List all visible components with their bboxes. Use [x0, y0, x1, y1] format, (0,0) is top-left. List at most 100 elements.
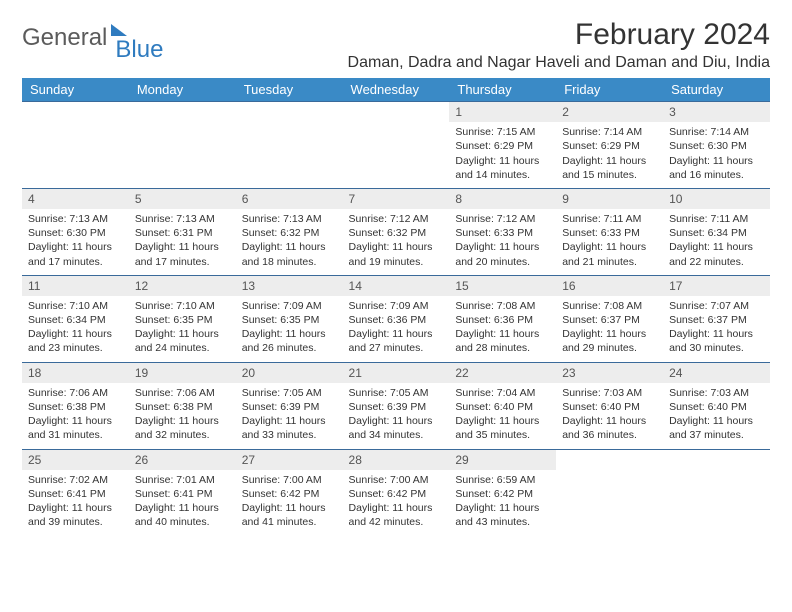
day-number: 8	[449, 189, 556, 209]
daylight-text: and 23 minutes.	[28, 341, 123, 355]
day-cell: 20Sunrise: 7:05 AMSunset: 6:39 PMDayligh…	[236, 362, 343, 449]
daylight-text: Daylight: 11 hours	[349, 240, 444, 254]
daylight-text: and 29 minutes.	[562, 341, 657, 355]
sunset-text: Sunset: 6:32 PM	[242, 226, 337, 240]
col-tuesday: Tuesday	[236, 78, 343, 102]
day-number: 13	[236, 276, 343, 296]
day-number: 21	[343, 363, 450, 383]
day-number: 17	[663, 276, 770, 296]
sunset-text: Sunset: 6:40 PM	[669, 400, 764, 414]
day-cell: 26Sunrise: 7:01 AMSunset: 6:41 PMDayligh…	[129, 449, 236, 535]
title-block: February 2024 Daman, Dadra and Nagar Hav…	[348, 18, 770, 72]
sunrise-text: Sunrise: 7:06 AM	[135, 386, 230, 400]
day-number: 7	[343, 189, 450, 209]
daylight-text: and 28 minutes.	[455, 341, 550, 355]
daylight-text: and 36 minutes.	[562, 428, 657, 442]
sunset-text: Sunset: 6:39 PM	[242, 400, 337, 414]
sunset-text: Sunset: 6:33 PM	[455, 226, 550, 240]
daylight-text: Daylight: 11 hours	[669, 327, 764, 341]
sunrise-text: Sunrise: 7:07 AM	[669, 299, 764, 313]
daylight-text: Daylight: 11 hours	[135, 240, 230, 254]
sunset-text: Sunset: 6:40 PM	[455, 400, 550, 414]
sunset-text: Sunset: 6:34 PM	[669, 226, 764, 240]
sunrise-text: Sunrise: 7:09 AM	[349, 299, 444, 313]
col-wednesday: Wednesday	[343, 78, 450, 102]
sunrise-text: Sunrise: 7:14 AM	[562, 125, 657, 139]
daylight-text: and 15 minutes.	[562, 168, 657, 182]
sunset-text: Sunset: 6:42 PM	[242, 487, 337, 501]
day-cell: 24Sunrise: 7:03 AMSunset: 6:40 PMDayligh…	[663, 362, 770, 449]
day-cell: 13Sunrise: 7:09 AMSunset: 6:35 PMDayligh…	[236, 275, 343, 362]
daylight-text: Daylight: 11 hours	[242, 414, 337, 428]
sunrise-text: Sunrise: 7:13 AM	[135, 212, 230, 226]
daylight-text: Daylight: 11 hours	[562, 154, 657, 168]
day-cell: 19 Sunrise: 7:06 AMSunset: 6:38 PMDayligh…	[129, 362, 236, 449]
day-cell: 10Sunrise: 7:11 AMSunset: 6:34 PMDayligh…	[663, 188, 770, 275]
daylight-text: and 24 minutes.	[135, 341, 230, 355]
daylight-text: Daylight: 11 hours	[562, 240, 657, 254]
sunset-text: Sunset: 6:37 PM	[669, 313, 764, 327]
logo: General Blue	[22, 18, 163, 52]
day-cell: 17 Sunrise: 7:07 AMSunset: 6:37 PMDayligh…	[663, 275, 770, 362]
sunrise-text: Sunrise: 7:03 AM	[562, 386, 657, 400]
sunset-text: Sunset: 6:30 PM	[28, 226, 123, 240]
day-number: 11	[22, 276, 129, 296]
sunset-text: Sunset: 6:30 PM	[669, 139, 764, 153]
month-title: February 2024	[348, 18, 770, 52]
day-number: 1	[449, 102, 556, 122]
daylight-text: and 17 minutes.	[135, 255, 230, 269]
sunset-text: Sunset: 6:38 PM	[135, 400, 230, 414]
daylight-text: and 37 minutes.	[669, 428, 764, 442]
day-cell: 4Sunrise: 7:13 AMSunset: 6:30 PMDaylight…	[22, 188, 129, 275]
sunset-text: Sunset: 6:32 PM	[349, 226, 444, 240]
day-cell: 27Sunrise: 7:00 AMSunset: 6:42 PMDayligh…	[236, 449, 343, 535]
daylight-text: Daylight: 11 hours	[349, 501, 444, 515]
day-number: 6	[236, 189, 343, 209]
week-row: 4Sunrise: 7:13 AMSunset: 6:30 PMDaylight…	[22, 188, 770, 275]
daylight-text: Daylight: 11 hours	[455, 414, 550, 428]
sunset-text: Sunset: 6:33 PM	[562, 226, 657, 240]
daylight-text: and 43 minutes.	[455, 515, 550, 529]
daylight-text: Daylight: 11 hours	[349, 414, 444, 428]
page-header: General Blue February 2024 Daman, Dadra …	[22, 18, 770, 72]
day-cell: 6Sunrise: 7:13 AMSunset: 6:32 PMDaylight…	[236, 188, 343, 275]
day-number: 27	[236, 450, 343, 470]
day-cell: 8Sunrise: 7:12 AMSunset: 6:33 PMDaylight…	[449, 188, 556, 275]
daylight-text: Daylight: 11 hours	[28, 414, 123, 428]
day-header-row: Sunday Monday Tuesday Wednesday Thursday…	[22, 78, 770, 102]
day-cell: 2Sunrise: 7:14 AMSunset: 6:29 PMDaylight…	[556, 102, 663, 189]
daylight-text: and 31 minutes.	[28, 428, 123, 442]
daylight-text: Daylight: 11 hours	[455, 154, 550, 168]
sunset-text: Sunset: 6:31 PM	[135, 226, 230, 240]
daylight-text: and 35 minutes.	[455, 428, 550, 442]
day-cell: .	[22, 102, 129, 189]
location-subtitle: Daman, Dadra and Nagar Haveli and Daman …	[348, 54, 770, 72]
sunrise-text: Sunrise: 7:13 AM	[28, 212, 123, 226]
sunset-text: Sunset: 6:36 PM	[455, 313, 550, 327]
daylight-text: Daylight: 11 hours	[455, 327, 550, 341]
day-number: 12	[129, 276, 236, 296]
sunset-text: Sunset: 6:41 PM	[135, 487, 230, 501]
daylight-text: Daylight: 11 hours	[242, 501, 337, 515]
day-cell: 5 Sunrise: 7:13 AMSunset: 6:31 PMDaylight…	[129, 188, 236, 275]
daylight-text: Daylight: 11 hours	[242, 240, 337, 254]
daylight-text: and 18 minutes.	[242, 255, 337, 269]
day-number: 25	[22, 450, 129, 470]
daylight-text: Daylight: 11 hours	[242, 327, 337, 341]
sunrise-text: Sunrise: 7:14 AM	[669, 125, 764, 139]
sunrise-text: Sunrise: 7:03 AM	[669, 386, 764, 400]
daylight-text: and 17 minutes.	[28, 255, 123, 269]
week-row: ....1Sunrise: 7:15 AMSunset: 6:29 PMDayl…	[22, 102, 770, 189]
day-number: 18	[22, 363, 129, 383]
day-number: 26	[129, 450, 236, 470]
daylight-text: Daylight: 11 hours	[135, 414, 230, 428]
sunset-text: Sunset: 6:29 PM	[562, 139, 657, 153]
daylight-text: Daylight: 11 hours	[669, 240, 764, 254]
daylight-text: Daylight: 11 hours	[349, 327, 444, 341]
daylight-text: and 32 minutes.	[135, 428, 230, 442]
day-cell: .	[343, 102, 450, 189]
day-number: 5	[129, 189, 236, 209]
sunrise-text: Sunrise: 7:15 AM	[455, 125, 550, 139]
day-cell: 3Sunrise: 7:14 AMSunset: 6:30 PMDaylight…	[663, 102, 770, 189]
day-number: 19	[129, 363, 236, 383]
